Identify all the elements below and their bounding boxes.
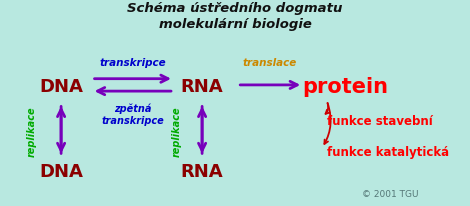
Text: protein: protein [303,77,388,96]
Text: funkce katalytická: funkce katalytická [327,145,449,158]
FancyArrowPatch shape [326,104,330,114]
Text: replikace: replikace [27,106,37,156]
Text: translace: translace [242,58,297,68]
Text: DNA: DNA [39,162,83,180]
Text: RNA: RNA [181,162,223,180]
Text: replikace: replikace [171,106,181,156]
FancyArrowPatch shape [324,104,330,144]
Text: transkripce: transkripce [100,58,166,68]
Text: RNA: RNA [181,78,223,95]
Text: © 2001 TGU: © 2001 TGU [362,189,418,198]
Text: funkce stavební: funkce stavební [327,114,432,127]
Text: Schéma ústředního dogmatu
molekulární biologie: Schéma ústředního dogmatu molekulární bi… [127,2,343,31]
Text: zpětná
transkripce: zpětná transkripce [102,103,164,125]
Text: DNA: DNA [39,78,83,95]
